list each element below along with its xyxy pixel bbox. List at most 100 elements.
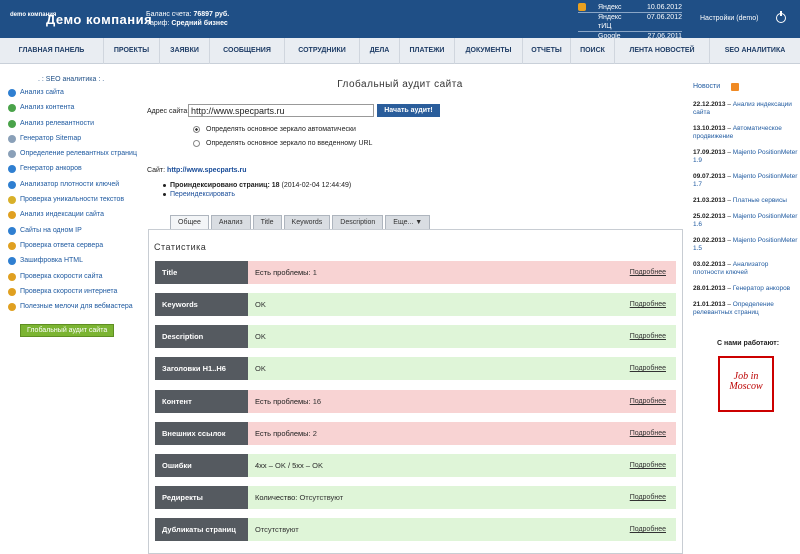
tab-keywords[interactable]: Keywords <box>283 215 331 229</box>
sidebar-item[interactable]: Проверка скорости интернета <box>8 287 138 303</box>
stats-row-value: OK Подробнее <box>248 357 676 380</box>
radio-auto-mirror[interactable]: Определять основное зеркало автоматическ… <box>193 126 356 133</box>
tab-analysis[interactable]: Анализ <box>210 215 251 229</box>
url-input[interactable] <box>188 104 374 117</box>
sidebar-item[interactable]: Зашифровка HTML <box>8 257 138 272</box>
company-logo[interactable]: Демо компания <box>46 12 153 27</box>
news-text[interactable]: Анализ индексации сайта <box>693 101 792 116</box>
news-list: 22.12.2013 – Анализ индексации сайта 13.1… <box>693 101 798 325</box>
stats-row-link[interactable]: 2 <box>312 429 317 438</box>
tab-title[interactable]: Title <box>252 215 282 229</box>
news-text[interactable]: Majento PositionMeter 1.6 <box>693 213 798 228</box>
news-text[interactable]: Автоматическое продвижение <box>693 125 782 140</box>
sidebar-item[interactable]: Анализ сайта <box>8 89 138 104</box>
nav-news-feed[interactable]: ЛЕНТА НОВОСТЕЙ <box>615 38 710 64</box>
news-item[interactable]: 21.01.2013 – Определение релевантных стр… <box>693 301 774 316</box>
tab-description[interactable]: Description <box>332 215 384 229</box>
tab-general[interactable]: Общее <box>170 215 209 229</box>
sidebar-item[interactable]: Проверка скорости сайта <box>8 272 138 288</box>
stats-row: Title Есть проблемы: 1 Подробнее <box>155 261 676 284</box>
details-link[interactable]: Подробнее <box>629 430 666 437</box>
stats-row-link[interactable]: OK <box>255 332 266 341</box>
radio-selected-icon[interactable] <box>193 126 200 133</box>
sidebar-item[interactable]: Генератор Sitemap <box>8 134 138 150</box>
sidebar-item[interactable]: Анализ релевантности <box>8 119 138 135</box>
news-text[interactable]: Генератор анкоров <box>732 285 791 292</box>
global-audit-button[interactable]: Глобальный аудит сайта <box>20 324 115 338</box>
sidebar-item[interactable]: Проверка ответа сервера <box>8 241 138 257</box>
news-text[interactable]: Анализатор плотности ключей <box>693 261 769 276</box>
stats-row-value: 4xx – OK / 5xx – OK Подробнее <box>248 454 676 477</box>
sidebar-item-label: Генератор анкоров <box>20 165 82 173</box>
news-text[interactable]: Определение релевантных страниц <box>693 301 774 316</box>
sidebar-item[interactable]: Проверка уникальности текстов <box>8 196 138 211</box>
details-link[interactable]: Подробнее <box>629 269 666 276</box>
power-icon[interactable] <box>776 11 786 23</box>
news-text[interactable]: Majento PositionMeter 1.7 <box>693 173 798 188</box>
tab-more[interactable]: Еще... ▼ <box>385 215 431 229</box>
settings-link[interactable]: Настройки (demo) <box>700 15 759 22</box>
news-item[interactable]: 13.10.2013 – Автоматическое продвижение <box>693 125 782 140</box>
details-link[interactable]: Подробнее <box>629 494 666 501</box>
news-item[interactable]: 25.02.2013 – Majento PositionMeter 1.6 <box>693 213 798 228</box>
news-text[interactable]: Платные сервисы <box>732 197 787 204</box>
nav-dashboard[interactable]: ГЛАВНАЯ ПАНЕЛЬ <box>0 38 104 64</box>
news-text[interactable]: Majento PositionMeter 1.9 <box>693 149 798 164</box>
news-item[interactable]: 17.09.2013 – Majento PositionMeter 1.9 <box>693 149 798 164</box>
stats-row-link[interactable]: Отсутствуют <box>255 525 299 534</box>
nav-projects[interactable]: ПРОЕКТЫ <box>104 38 160 64</box>
indexed-pages: Проиндексировано страниц: 18 (2014-02-04… <box>163 181 351 190</box>
nav-payments[interactable]: ПЛАТЕЖИ <box>400 38 455 64</box>
details-link[interactable]: Подробнее <box>629 301 666 308</box>
stats-row-link[interactable]: Отсутствуют <box>299 493 344 502</box>
sidebar-item[interactable]: Сайты на одном IP <box>8 226 138 242</box>
news-item[interactable]: 20.02.2013 – Majento PositionMeter 1.5 <box>693 237 798 252</box>
news-item[interactable]: 22.12.2013 – Анализ индексации сайта <box>693 101 792 116</box>
stats-row-link[interactable]: OK <box>255 300 266 309</box>
stats-row-link[interactable]: 16 <box>312 397 322 406</box>
tabs: Общее Анализ Title Keywords Description … <box>170 215 432 229</box>
news-item[interactable]: 28.01.2013 – Генератор анкоров <box>693 285 791 292</box>
sidebar-item[interactable]: Анализ индексации сайта <box>8 211 138 226</box>
nav-seo-analytics[interactable]: SEO АНАЛИТИКА <box>724 47 786 54</box>
nav-documents[interactable]: ДОКУМЕНТЫ <box>455 38 523 64</box>
radio-url-mirror[interactable]: Определять основное зеркало по введенном… <box>193 140 372 147</box>
nav-messages[interactable]: СООБЩЕНИЯ <box>210 38 285 64</box>
radio-unselected-icon[interactable] <box>193 140 200 147</box>
nav-search[interactable]: ПОИСК <box>571 38 615 64</box>
sidebar-item[interactable]: Определение релевантных страниц <box>8 150 138 165</box>
details-link[interactable]: Подробнее <box>629 398 666 405</box>
sidebar-item[interactable]: Полезные мелочи для вебмастера <box>8 303 138 318</box>
sidebar-item[interactable]: Генератор анкоров <box>8 165 138 180</box>
details-link[interactable]: Подробнее <box>629 365 666 372</box>
news-title[interactable]: Новости <box>693 83 721 90</box>
nav-requests[interactable]: ЗАЯВКИ <box>160 38 210 64</box>
news-item[interactable]: 09.07.2013 – Majento PositionMeter 1.7 <box>693 173 798 188</box>
sidebar-item-label: Полезные мелочи для вебмастера <box>20 303 133 311</box>
start-audit-button[interactable]: Начать аудит! <box>377 104 440 117</box>
nav-reports[interactable]: ОТЧЕТЫ <box>523 38 571 64</box>
details-link[interactable]: Подробнее <box>629 526 666 533</box>
news-item[interactable]: 21.03.2013 – Платные сервисы <box>693 197 787 204</box>
site-link[interactable]: http://www.specparts.ru <box>167 167 247 174</box>
partner-logo[interactable]: Job in Moscow <box>718 356 774 412</box>
nav-employees[interactable]: СОТРУДНИКИ <box>285 38 360 64</box>
sidebar-item-label: Зашифровка HTML <box>20 257 84 265</box>
sidebar-item[interactable]: Анализатор плотности ключей <box>8 180 138 196</box>
stats-row-link[interactable]: OK <box>255 364 266 373</box>
stats-row-link[interactable]: 1 <box>312 268 317 277</box>
reindex-link[interactable]: Переиндексировать <box>170 191 236 198</box>
nav-tasks[interactable]: ДЕЛА <box>360 38 400 64</box>
stats-row-link[interactable]: OK <box>275 461 286 470</box>
news-item[interactable]: 03.02.2013 – Анализатор плотности ключей <box>693 261 769 276</box>
news-text[interactable]: Majento PositionMeter 1.5 <box>693 237 798 252</box>
details-link[interactable]: Подробнее <box>629 333 666 340</box>
stats-row-value: Отсутствуют Подробнее <box>248 518 676 541</box>
sidebar-item[interactable]: Анализ контента <box>8 104 138 119</box>
rss-icon[interactable] <box>731 83 739 91</box>
logo-small[interactable]: demo компания <box>10 12 57 18</box>
stats-row-link2[interactable]: OK <box>312 461 323 470</box>
tariff-value: Средний бизнес <box>171 20 228 27</box>
details-link[interactable]: Подробнее <box>629 462 666 469</box>
partners-label: С нами работают: <box>717 340 780 347</box>
